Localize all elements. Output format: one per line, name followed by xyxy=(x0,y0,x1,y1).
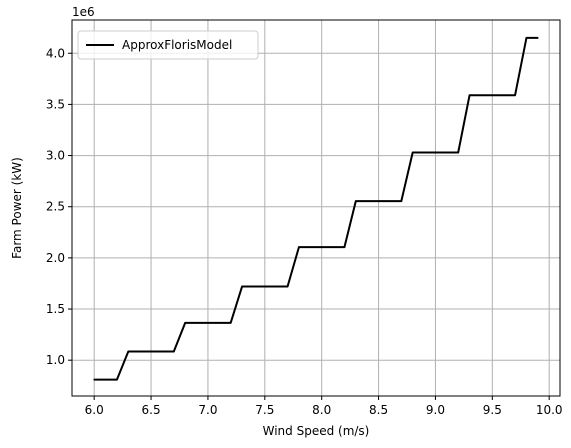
y-offset-label: 1e6 xyxy=(72,5,95,19)
x-tick-label: 6.0 xyxy=(85,403,104,417)
data-point xyxy=(411,151,414,154)
y-tick-label: 3.5 xyxy=(46,97,65,111)
y-tick-label: 1.0 xyxy=(46,353,65,367)
data-point xyxy=(525,37,528,39)
data-point xyxy=(286,285,289,288)
x-tick-label: 7.5 xyxy=(255,403,274,417)
data-point xyxy=(127,350,130,353)
legend-entry-label: ApproxFlorisModel xyxy=(122,38,232,52)
x-tick-label: 10.0 xyxy=(536,403,563,417)
series-layer xyxy=(93,36,539,381)
legend-box xyxy=(77,30,259,60)
x-tick-label: 8.0 xyxy=(312,403,331,417)
data-point xyxy=(184,322,186,324)
data-point xyxy=(229,322,232,324)
tick-layer: 6.0 6.5 7.0 7.5 8.0 8.5 9.0 9.5 10.0 1.0 1.5 2.0 2.5… xyxy=(46,46,563,417)
series-line xyxy=(94,36,538,381)
data-point xyxy=(514,94,516,96)
y-tick-label: 3.0 xyxy=(46,149,65,163)
y-tick-label: 2.5 xyxy=(46,200,65,214)
x-tick-label: 7.0 xyxy=(198,403,217,417)
data-point xyxy=(241,285,243,288)
x-tick-label: 9.5 xyxy=(483,403,502,417)
legend: ApproxFlorisModel xyxy=(77,30,259,60)
data-point xyxy=(298,246,300,248)
x-tick-label: 6.5 xyxy=(142,403,161,417)
data-point xyxy=(457,151,459,154)
data-point xyxy=(537,37,539,39)
data-point xyxy=(93,378,95,381)
x-axis-label: Wind Speed (m/s) xyxy=(263,424,370,438)
data-point xyxy=(343,246,346,248)
data-point xyxy=(355,200,357,202)
plot-frame xyxy=(71,19,561,397)
grid-layer xyxy=(72,20,560,396)
y-tick-label: 2.0 xyxy=(46,251,65,265)
x-tick-label: 9.0 xyxy=(426,403,445,417)
y-tick-label: 1.5 xyxy=(46,302,65,316)
data-point xyxy=(116,378,118,381)
data-point xyxy=(173,350,175,353)
y-tick-label: 4.0 xyxy=(46,46,65,60)
y-axis-label: Farm Power (kW) xyxy=(10,157,24,259)
data-point xyxy=(468,94,471,96)
x-tick-label: 8.5 xyxy=(369,403,388,417)
data-point xyxy=(400,200,403,202)
